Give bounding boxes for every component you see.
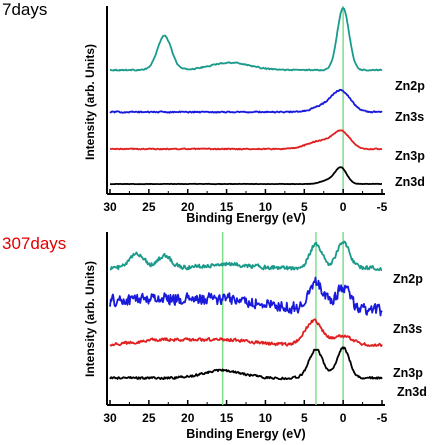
x-axis-label: Binding Energy (eV)	[186, 427, 305, 441]
x-tick-label: 25	[142, 411, 156, 425]
panel-label-7days: 7days	[2, 0, 47, 19]
x-axis-label: Binding Energy (eV)	[186, 211, 305, 225]
series-label-zn3p: Zn3p	[393, 366, 423, 380]
series-line-zn3s	[109, 276, 383, 317]
series-line-zn2p	[109, 240, 383, 272]
series-line-zn2p	[109, 7, 383, 72]
y-axis-label: Intensity (arb. Units)	[83, 44, 97, 160]
y-axis-label: Intensity (arb. Units)	[83, 261, 97, 377]
x-tick-label: 5	[301, 411, 308, 425]
series-label-zn3s: Zn3s	[393, 322, 422, 336]
series-line-zn3p	[109, 129, 383, 151]
series-label-zn2p: Zn2p	[395, 79, 425, 93]
series-line-zn3d	[109, 166, 383, 186]
series-line-zn3s	[109, 88, 383, 114]
series-line-zn3d	[109, 346, 383, 381]
series-line-zn3p	[109, 318, 383, 348]
series-label-zn3p: Zn3p	[395, 149, 425, 163]
x-tick-label: 10	[259, 200, 273, 214]
panel-307days: 307days Intensity (arb. Units) Binding E…	[2, 232, 427, 441]
series-label-zn2p: Zn2p	[393, 272, 423, 286]
x-tick-label: 30	[103, 411, 117, 425]
panel-label-307days: 307days	[2, 234, 66, 253]
x-tick-label: -5	[377, 200, 388, 214]
x-tick-label: 20	[181, 200, 195, 214]
panel-7days: 7days Intensity (arb. Units) Binding Ene…	[2, 0, 425, 225]
x-tick-label: 0	[340, 411, 347, 425]
x-tick-label: 5	[301, 200, 308, 214]
x-tick-label: 0	[340, 200, 347, 214]
x-tick-label: 15	[220, 411, 234, 425]
x-tick-label: 25	[142, 200, 156, 214]
x-tick-label: 15	[220, 200, 234, 214]
x-tick-label: 20	[181, 411, 195, 425]
x-tick-label: 10	[259, 411, 273, 425]
series-label-zn3s: Zn3s	[395, 110, 424, 124]
x-tick-label: 30	[103, 200, 117, 214]
series-label-zn3d: Zn3d	[395, 175, 425, 189]
x-tick-label: -5	[377, 411, 388, 425]
series-label-zn3d: Zn3d	[397, 385, 427, 399]
